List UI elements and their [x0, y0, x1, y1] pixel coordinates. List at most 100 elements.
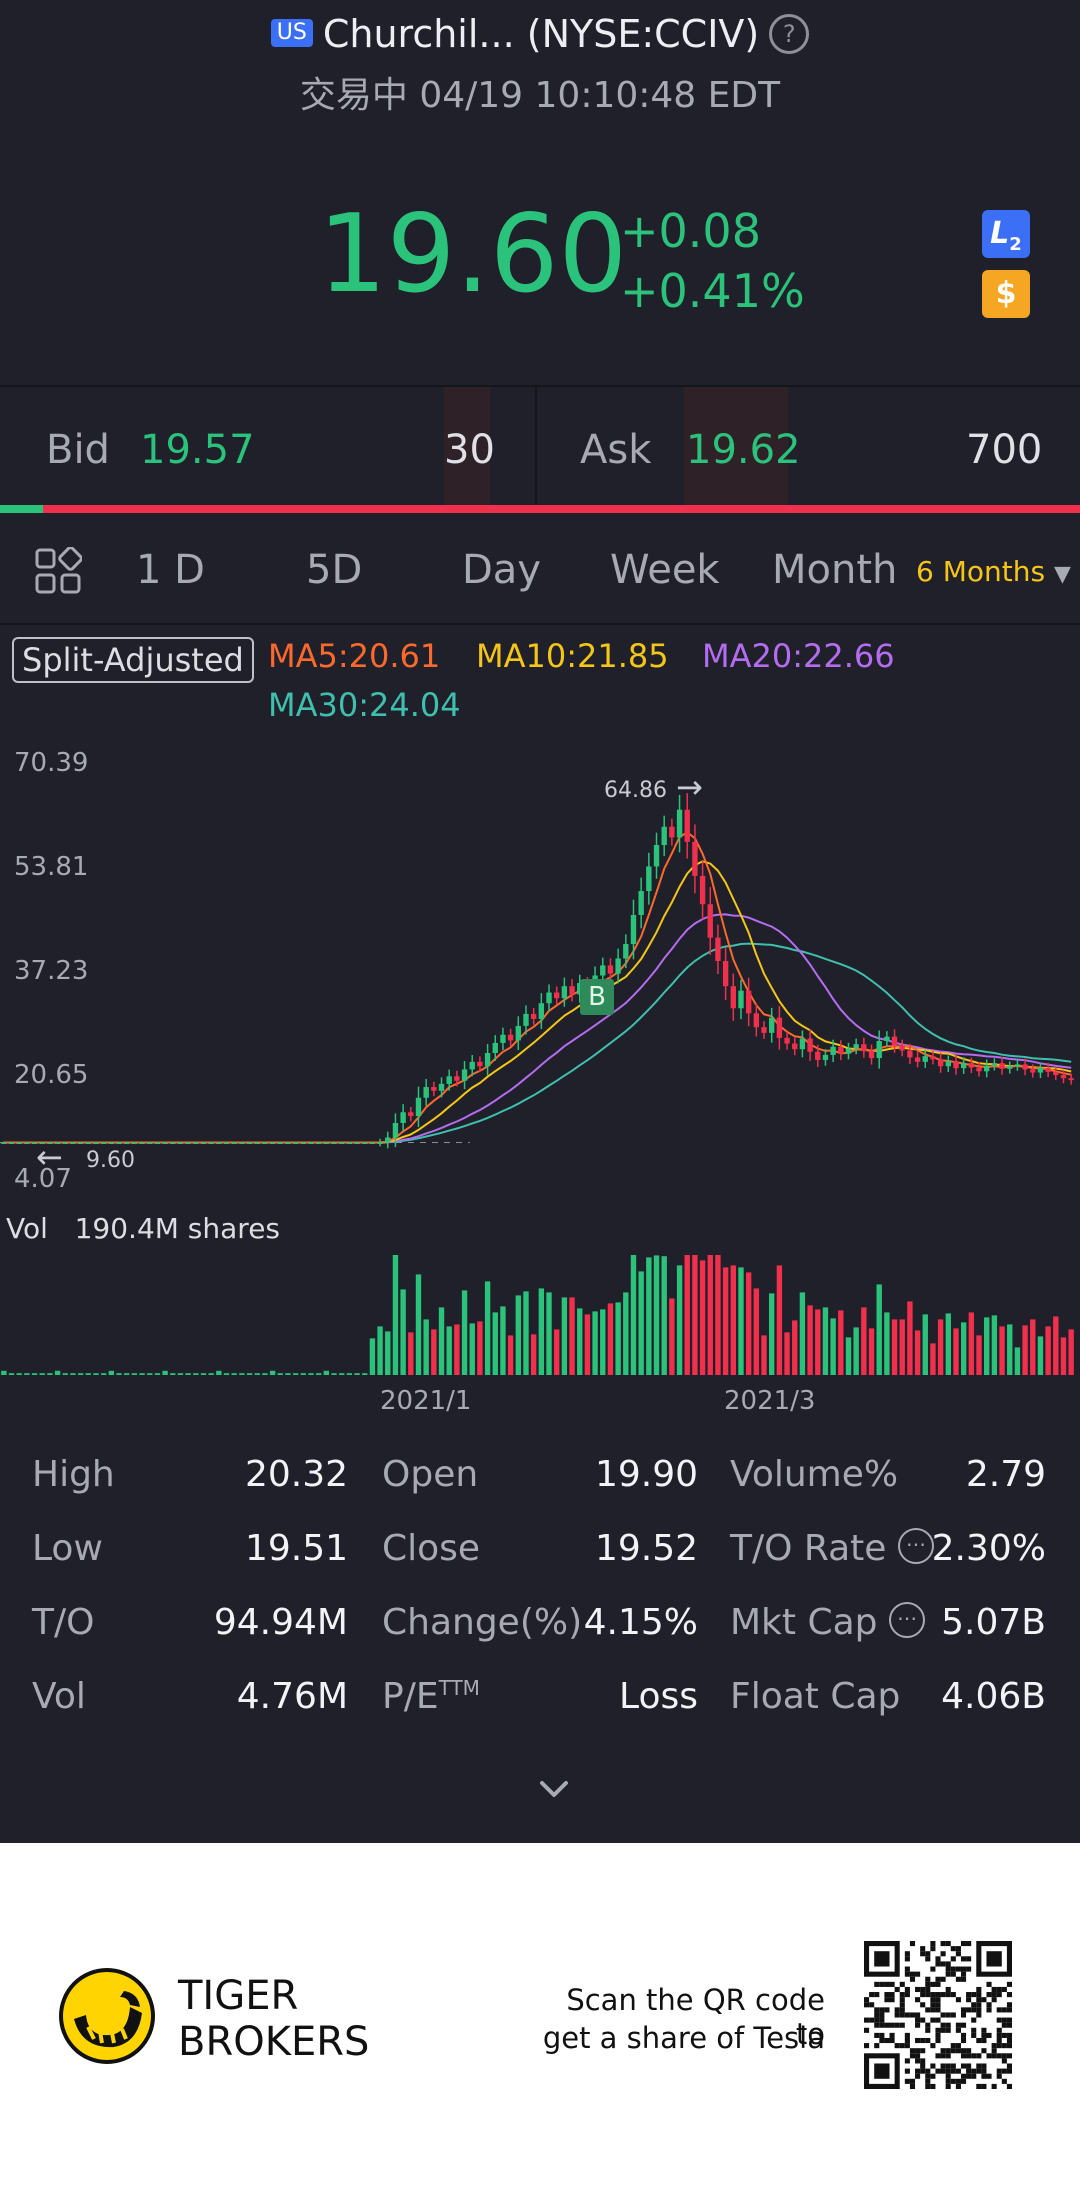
qr-module [945, 1961, 951, 1967]
candle [1068, 1073, 1074, 1085]
candle [154, 1141, 161, 1145]
bid-ask-divider [535, 387, 537, 507]
qr-module [899, 2007, 905, 2013]
tab-6-months-label: 6 Months [916, 555, 1046, 588]
candle [231, 1141, 237, 1145]
stat-label-low: Low [32, 1528, 103, 1569]
ma30-legend: MA30:24.04 [268, 686, 461, 724]
qr-module [950, 2078, 956, 2084]
qr-module [991, 1992, 997, 1998]
candle [47, 1141, 53, 1145]
qr-module [981, 2083, 987, 2089]
tab-1d[interactable]: 1 D [136, 547, 205, 593]
qr-module [899, 2022, 905, 2028]
candle [185, 1141, 191, 1145]
arrow-left-icon: ← [36, 1138, 63, 1176]
tiger-logo-icon [59, 1968, 155, 2064]
qr-module [940, 1992, 946, 1998]
candlestick-chart[interactable] [0, 740, 1080, 1210]
qr-module [904, 1992, 910, 1998]
last-price: 19.60 [318, 192, 628, 317]
volume-bar [108, 1370, 115, 1375]
stat-value-float-cap: 4.06B [941, 1676, 1046, 1717]
qr-module [960, 1971, 967, 1977]
chevron-down-icon[interactable] [536, 1775, 572, 1805]
candle [85, 1141, 91, 1145]
candle [100, 1141, 107, 1145]
candle [216, 1141, 222, 1145]
candle [753, 1003, 760, 1037]
candle [684, 793, 690, 859]
volume-bar [392, 1255, 399, 1375]
qr-module [950, 1971, 956, 1977]
qr-module [909, 2053, 916, 2059]
qr-module [966, 1966, 972, 1972]
qr-module [960, 1941, 967, 1947]
candle [269, 1141, 276, 1145]
tab-5d[interactable]: 5D [306, 547, 363, 593]
stat-label-volume-pct: Volume% [730, 1454, 899, 1495]
qr-module [884, 2022, 890, 2028]
qr-module [945, 1966, 951, 1972]
volume-bar [423, 1319, 429, 1375]
volume-bar [16, 1373, 22, 1375]
volume-bar [853, 1327, 859, 1375]
stock-title[interactable]: US Churchil... (NYSE:CCIV)? [0, 12, 1080, 62]
candle [569, 979, 575, 1002]
volume-bar [960, 1322, 967, 1375]
volume-bar [70, 1373, 76, 1375]
qr-module [945, 2083, 951, 2089]
volume-bar [154, 1373, 161, 1375]
buy-marker[interactable]: B [580, 979, 614, 1015]
qr-module [915, 2012, 921, 2018]
split-adjusted-toggle[interactable]: Split-Adjusted [12, 637, 254, 683]
qr-module [920, 2063, 926, 2069]
candle [477, 1056, 483, 1072]
candle [362, 1141, 368, 1145]
qr-module [981, 2048, 987, 2054]
candle [561, 977, 568, 1007]
qr-module [899, 1997, 905, 2003]
qr-module [996, 2068, 1002, 2074]
bid-price: 19.57 [140, 427, 255, 473]
qr-code-icon[interactable] [864, 1941, 1012, 2089]
candle [646, 852, 652, 905]
candle [392, 1113, 399, 1148]
tab-day[interactable]: Day [462, 547, 541, 593]
grid-icon[interactable] [34, 547, 82, 595]
candle [976, 1062, 982, 1077]
tab-week[interactable]: Week [610, 547, 720, 593]
qr-module [879, 2022, 885, 2028]
tab-month[interactable]: Month [772, 547, 898, 593]
volume-bar [530, 1334, 537, 1375]
candle [907, 1043, 913, 1064]
qr-module [940, 2022, 946, 2028]
candle [968, 1057, 975, 1074]
qr-module [971, 2002, 977, 2008]
question-circle-icon[interactable]: ? [769, 13, 810, 54]
candle [738, 979, 744, 1020]
candle [730, 973, 736, 1021]
qr-module [1001, 2078, 1007, 2084]
volume-bar [745, 1272, 752, 1375]
candle [577, 974, 583, 1003]
volume-bar [254, 1373, 260, 1375]
volume-bar [54, 1370, 61, 1375]
ellipsis-circle-icon[interactable]: ⋯ [897, 1528, 934, 1564]
level2-badge-icon[interactable]: L2 [982, 210, 1030, 258]
stat-label-vol: Vol [32, 1676, 86, 1717]
volume-bar [124, 1373, 130, 1375]
currency-badge-icon[interactable]: $ [982, 270, 1030, 318]
candle [400, 1104, 406, 1132]
qr-module [986, 2007, 992, 2013]
qr-module [976, 2063, 982, 2069]
qr-module [955, 1946, 961, 1952]
tab-6-months[interactable]: 6 Months ▼ [916, 555, 1071, 588]
qr-module [864, 1997, 870, 2003]
qr-module [935, 1981, 941, 1987]
candle [223, 1141, 230, 1145]
volume-bar [984, 1317, 990, 1375]
volume-bar [500, 1306, 506, 1375]
ellipsis-circle-icon[interactable]: ⋯ [888, 1602, 925, 1638]
candle [707, 887, 713, 955]
